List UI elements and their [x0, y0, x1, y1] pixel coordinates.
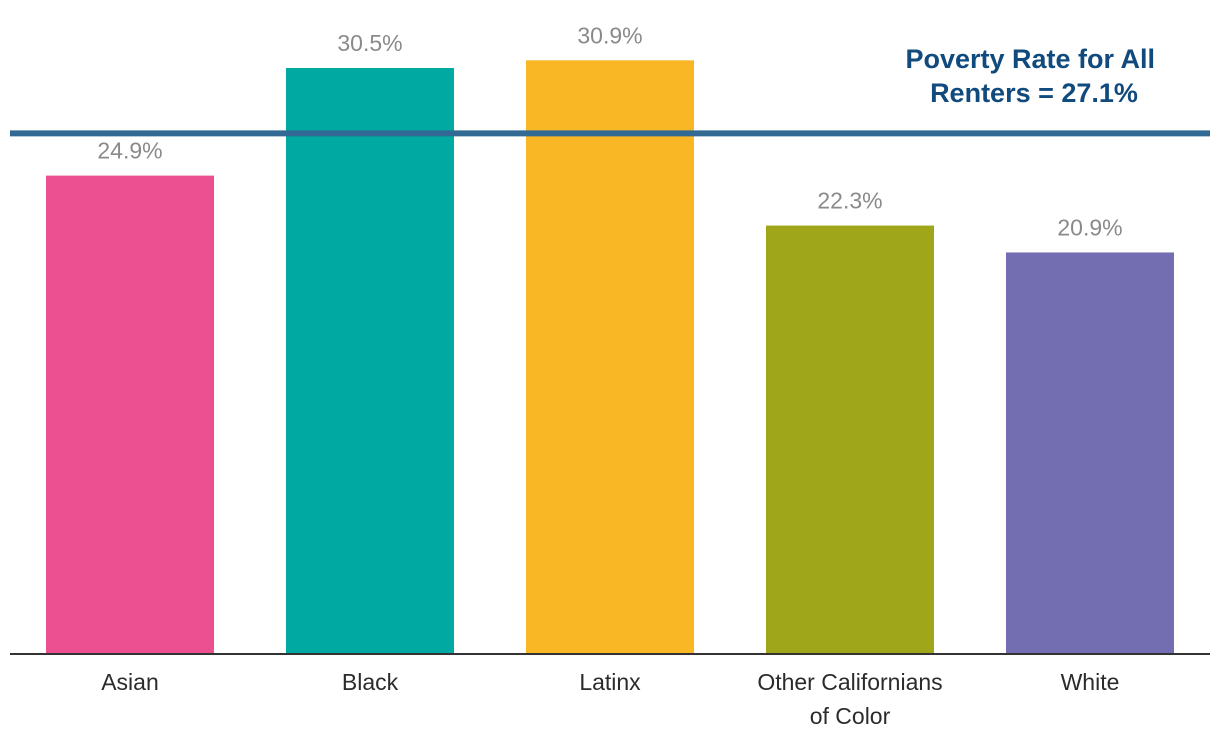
bars-layer	[46, 60, 1174, 654]
reference-line-label-line-1: Poverty Rate for All	[905, 44, 1155, 74]
bar-2	[526, 60, 694, 654]
bar-3	[766, 225, 934, 654]
category-label-4-line-0: White	[1061, 669, 1120, 695]
reference-line-label: Poverty Rate for All Renters = 27.1%	[905, 44, 1162, 108]
bar-4	[1006, 252, 1174, 654]
category-labels-layer: Asian Black Latinx Other Californians of Col…	[101, 669, 1119, 729]
category-label-0: Asian	[101, 669, 159, 695]
category-label-2-line-0: Latinx	[579, 669, 641, 695]
category-label-3: Other Californians of Color	[757, 669, 942, 729]
category-label-0-line-0: Asian	[101, 669, 159, 695]
category-label-2: Latinx	[579, 669, 641, 695]
bar-1	[286, 68, 454, 654]
value-labels-layer: 24.9% 30.5% 30.9% 22.3% 20.9%	[97, 22, 1122, 240]
value-label-1: 30.5%	[337, 30, 402, 56]
category-label-3-line-1: of Color	[810, 703, 891, 729]
value-label-2: 30.9%	[577, 22, 642, 48]
category-label-3-line-0: Other Californians	[757, 669, 942, 695]
value-label-0: 24.9%	[97, 138, 162, 164]
value-label-3: 22.3%	[817, 188, 882, 214]
value-label-4: 20.9%	[1057, 214, 1122, 240]
category-label-4: White	[1061, 669, 1120, 695]
category-label-1: Black	[342, 669, 399, 695]
reference-line-label-line-2: Renters = 27.1%	[930, 78, 1138, 108]
category-label-1-line-0: Black	[342, 669, 399, 695]
bar-0	[46, 175, 214, 654]
